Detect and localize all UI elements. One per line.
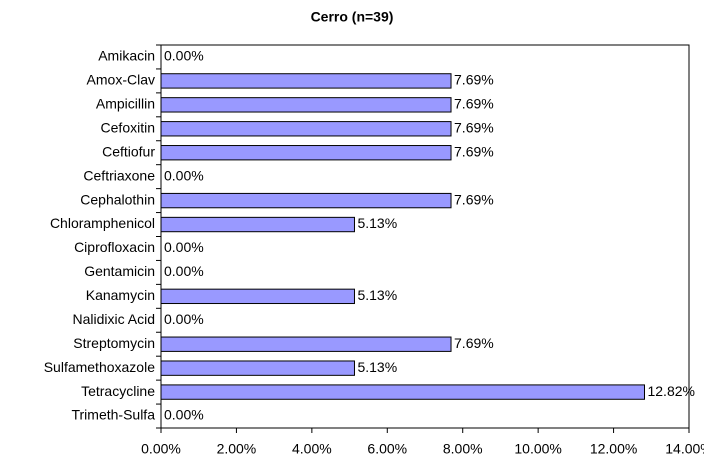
y-tick-label: Ceftriaxone — [83, 167, 155, 183]
value-label: 7.69% — [454, 96, 494, 112]
value-label: 12.82% — [647, 383, 694, 399]
value-label: 7.69% — [454, 335, 494, 351]
y-tick-label: Amikacin — [98, 48, 155, 64]
value-label: 7.69% — [454, 119, 494, 135]
bar — [160, 288, 355, 305]
x-tick-label: 4.00% — [292, 441, 332, 457]
value-label: 7.69% — [454, 191, 494, 207]
value-label: 5.13% — [357, 215, 397, 231]
bar — [160, 192, 452, 209]
bar — [160, 145, 452, 161]
value-label: 0.00% — [164, 311, 204, 327]
y-tick-label: Nalidixic Acid — [73, 311, 155, 327]
y-tick-label: Trimeth-Sulfa — [71, 407, 155, 423]
value-label: 0.00% — [164, 239, 204, 255]
y-tick-label: Cefoxitin — [101, 119, 155, 135]
bar — [160, 73, 452, 89]
x-tick-label: 14.00% — [665, 441, 704, 457]
y-tick-label: Cephalothin — [80, 191, 155, 207]
y-tick-label: Amox-Clav — [87, 72, 155, 88]
chart-title: Cerro (n=39) — [311, 9, 394, 25]
value-label: 0.00% — [164, 407, 204, 423]
bar — [160, 121, 452, 137]
bar — [160, 360, 355, 376]
value-label: 7.69% — [454, 72, 494, 88]
y-tick-label: Tetracycline — [81, 383, 155, 399]
y-tick-label: Streptomycin — [73, 335, 155, 351]
y-tick-label: Gentamicin — [84, 263, 155, 279]
x-tick-label: 10.00% — [514, 441, 561, 457]
x-tick-label: 8.00% — [443, 441, 483, 457]
bar — [160, 336, 452, 352]
bar — [160, 97, 452, 113]
value-label: 0.00% — [164, 167, 204, 183]
value-label: 5.13% — [357, 287, 397, 303]
y-tick-label: Sulfamethoxazole — [44, 359, 156, 375]
y-tick-label: Ampicillin — [96, 96, 155, 112]
bar — [160, 216, 355, 233]
y-tick-label: Chloramphenicol — [50, 215, 155, 231]
x-tick-label: 12.00% — [590, 441, 637, 457]
y-tick-label: Ceftiofur — [102, 143, 155, 159]
x-tick-label: 0.00% — [141, 441, 181, 457]
bar — [160, 384, 645, 400]
x-tick-label: 6.00% — [367, 441, 407, 457]
value-label: 0.00% — [164, 48, 204, 64]
y-tick-label: Kanamycin — [86, 287, 155, 303]
value-label: 5.13% — [357, 359, 397, 375]
value-label: 0.00% — [164, 263, 204, 279]
value-label: 7.69% — [454, 143, 494, 159]
x-tick-label: 2.00% — [217, 441, 257, 457]
y-tick-label: Ciprofloxacin — [74, 239, 155, 255]
